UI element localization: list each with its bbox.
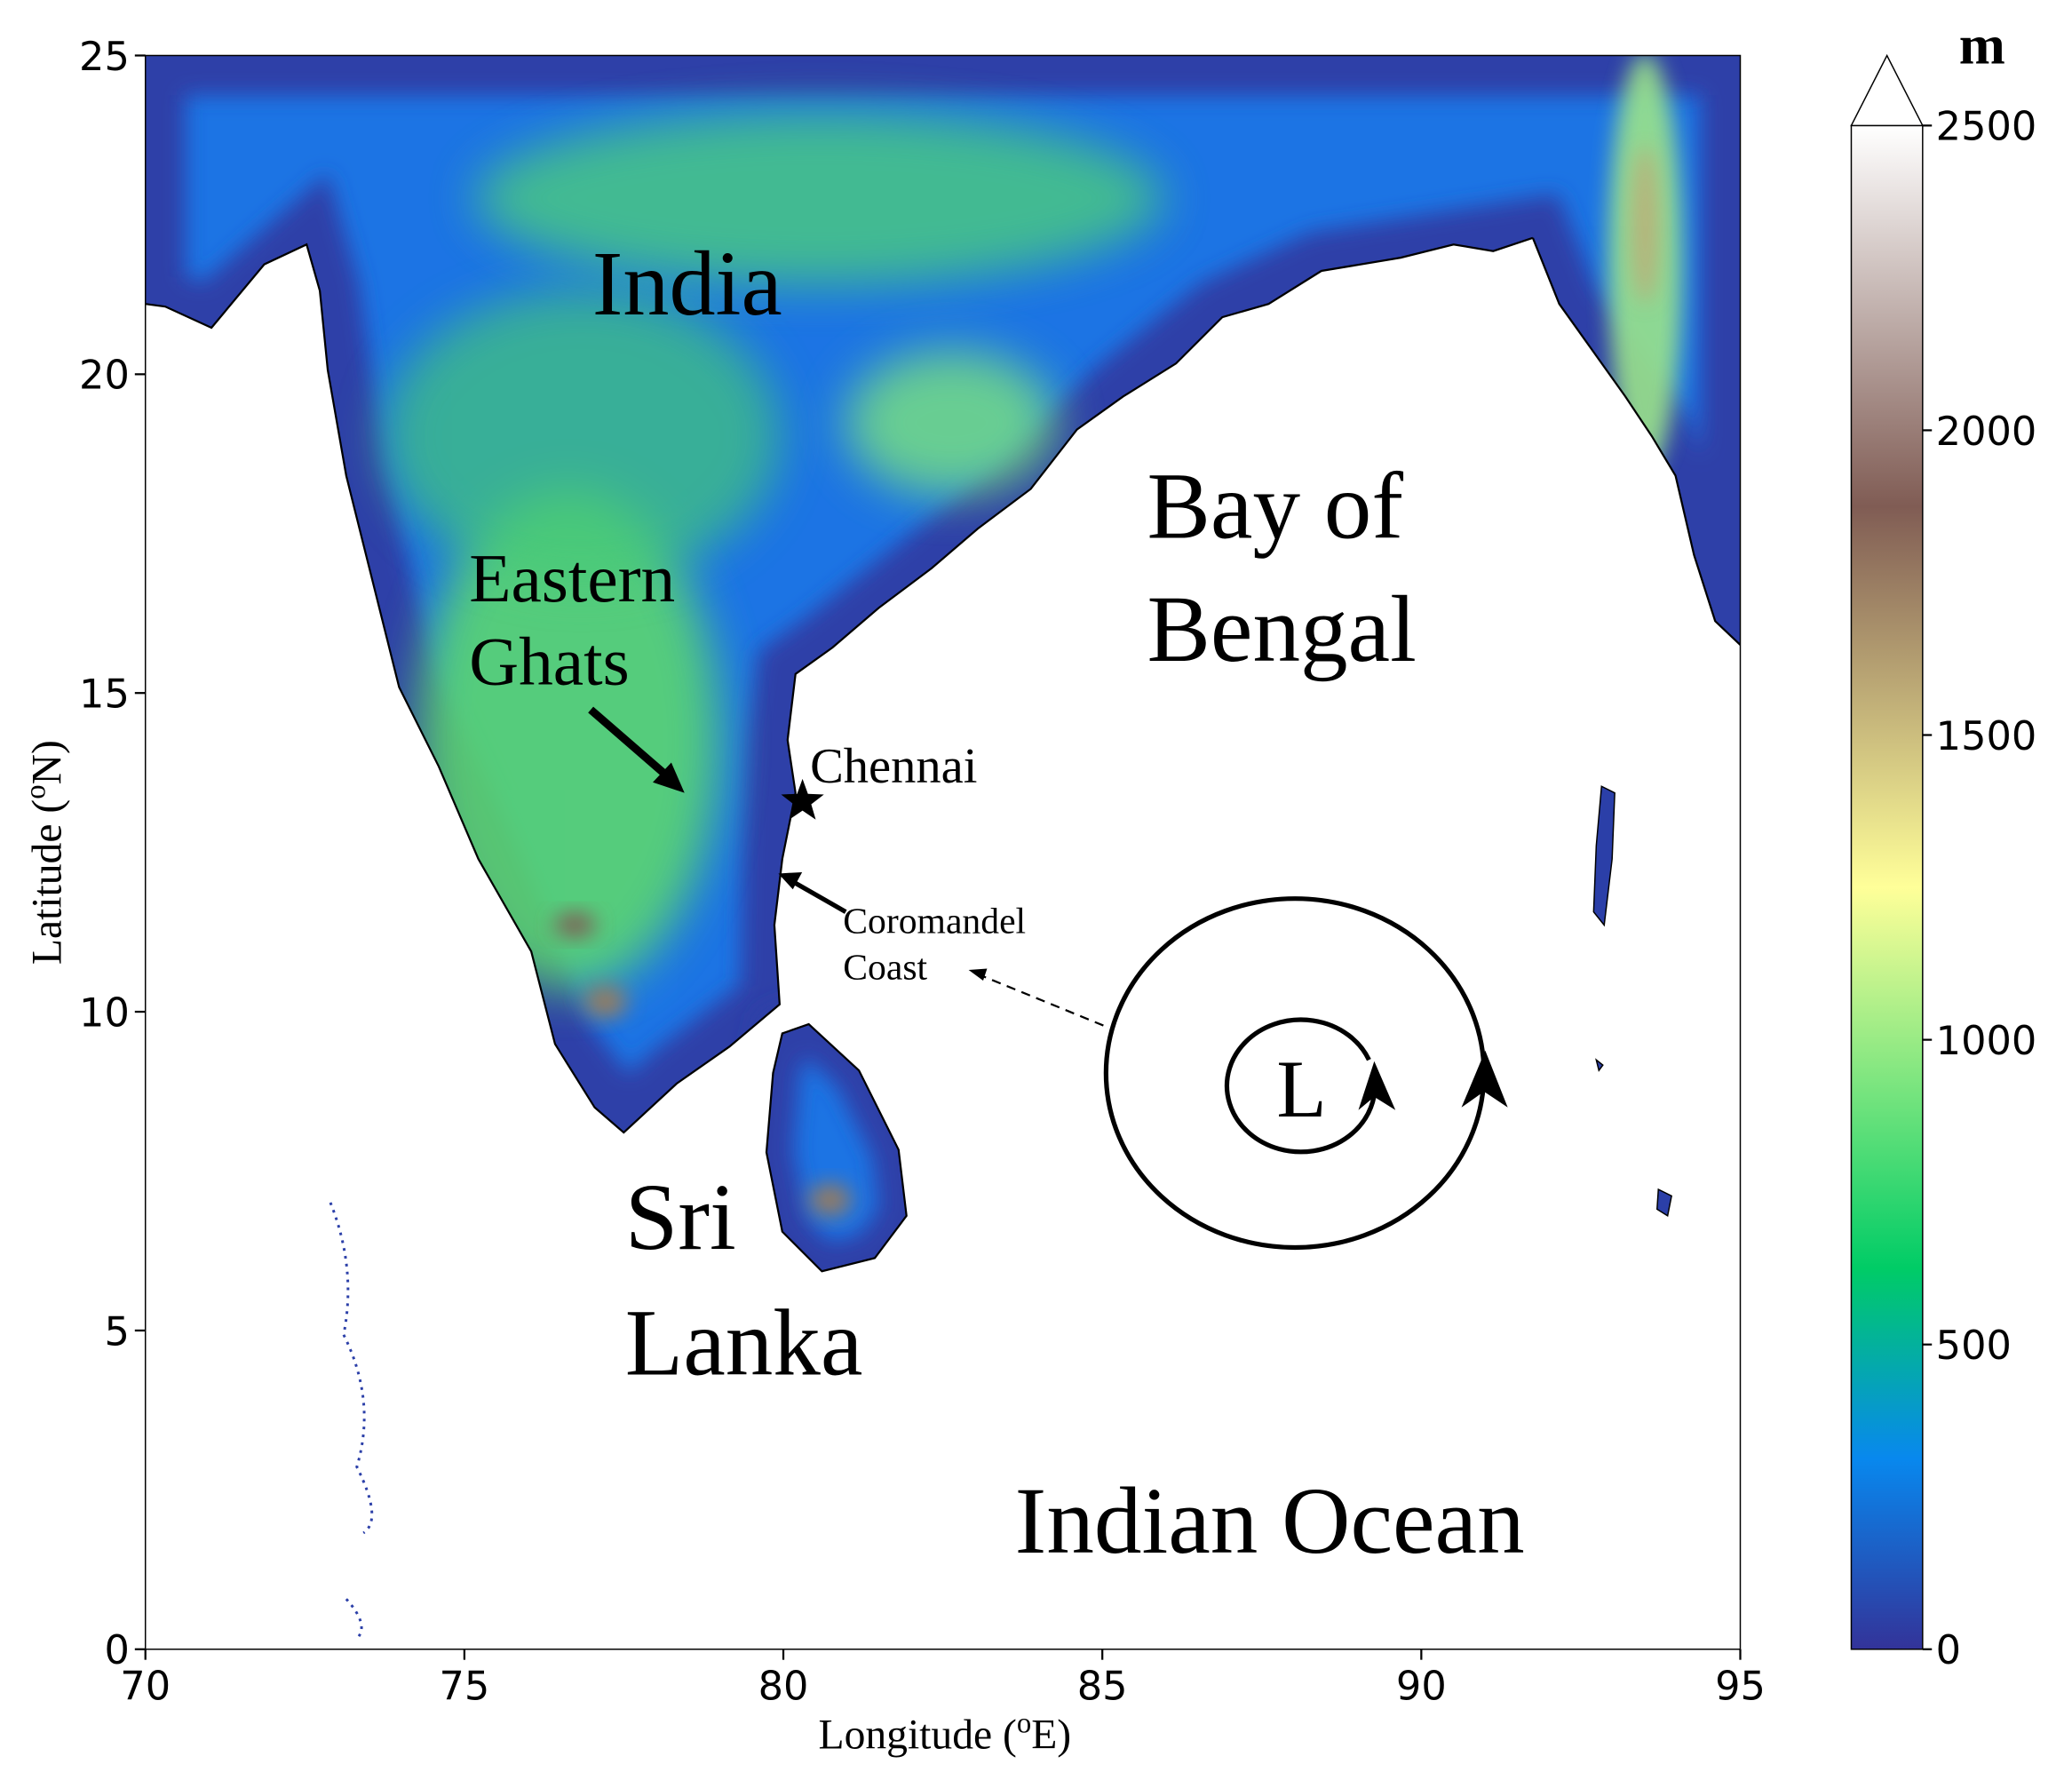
highlands: [583, 985, 627, 1018]
islands: [329, 1202, 374, 1640]
plateau: [475, 112, 1163, 284]
annotation: Bay of: [1147, 455, 1403, 560]
land-relief: [145, 55, 1741, 1272]
colorbar-tick-label: 1500: [1936, 713, 2037, 759]
label-part: E): [1031, 1712, 1071, 1758]
label-part: N): [25, 740, 71, 784]
islands: [1592, 785, 1672, 1217]
colorbar-label: m: [1959, 13, 2005, 75]
annotation: Bengal: [1147, 577, 1416, 682]
x-tick-label: 85: [1077, 1663, 1128, 1709]
x-tick-label: 80: [758, 1663, 809, 1709]
arrow: [789, 878, 847, 914]
coastline: [145, 236, 1741, 1273]
annotation: Sri: [625, 1165, 736, 1270]
dashed-arrow: [980, 973, 1104, 1027]
x-tick-label: 95: [1715, 1663, 1766, 1709]
y-tick-label: 0: [104, 1627, 129, 1673]
colorbar-tick-label: 0: [1936, 1627, 1961, 1673]
arrowhead: [653, 762, 685, 793]
x-tick-label: 70: [120, 1663, 171, 1709]
x-tick-label: 75: [439, 1663, 489, 1709]
annotation: India: [592, 232, 782, 335]
y-tick-label: 5: [104, 1308, 129, 1355]
y-axis-label: Latitude (oN): [20, 740, 71, 965]
highlands: [808, 1184, 852, 1216]
annotation: Lanka: [625, 1291, 863, 1395]
mountains: [1631, 145, 1659, 305]
arrowhead: [1358, 1061, 1396, 1110]
x-tick-label: 90: [1396, 1663, 1447, 1709]
label-part: Latitude (: [25, 799, 71, 965]
plateau: [416, 489, 720, 991]
arrowhead: [778, 871, 803, 890]
terrain: [145, 55, 1741, 1640]
annotation: Chennai: [810, 739, 977, 794]
plateau: [845, 350, 1058, 496]
y-tick-label: 20: [79, 353, 130, 399]
label-part: Longitude (: [819, 1712, 1017, 1758]
arrow: [588, 706, 674, 783]
annotation: Eastern: [469, 540, 675, 616]
y-tick-label: 10: [79, 989, 130, 1036]
y-tick-label: 15: [79, 671, 130, 718]
colorbar: [1850, 124, 1924, 1650]
x-axis-label: Longitude (oE): [819, 1708, 1072, 1759]
colorbar-tick-label: 2500: [1936, 104, 2037, 150]
plateau: [383, 290, 780, 582]
highlands: [553, 913, 597, 937]
plot-frame: [144, 54, 1742, 1650]
colorbar-tick-label: 2000: [1936, 409, 2037, 455]
arrowhead: [968, 968, 988, 981]
arrows: [588, 706, 1508, 1251]
arrowhead: [1461, 1050, 1508, 1108]
cyclone-inner: [1224, 1017, 1377, 1155]
annotation: Coast: [843, 947, 927, 988]
label-sup: o: [20, 784, 52, 799]
annotation: Ghats: [469, 624, 629, 700]
colorbar-tick-label: 500: [1936, 1323, 2012, 1369]
annotation: Indian Ocean: [1015, 1469, 1525, 1574]
colorbar-tick-label: 1000: [1936, 1018, 2037, 1064]
colorbar-extension: [1850, 53, 1925, 127]
annotation: Coromandel: [843, 901, 1026, 942]
annotation: L: [1276, 1044, 1326, 1134]
city-marker: [781, 778, 824, 820]
y-tick-label: 25: [79, 34, 130, 80]
label-sup: o: [1017, 1708, 1031, 1740]
